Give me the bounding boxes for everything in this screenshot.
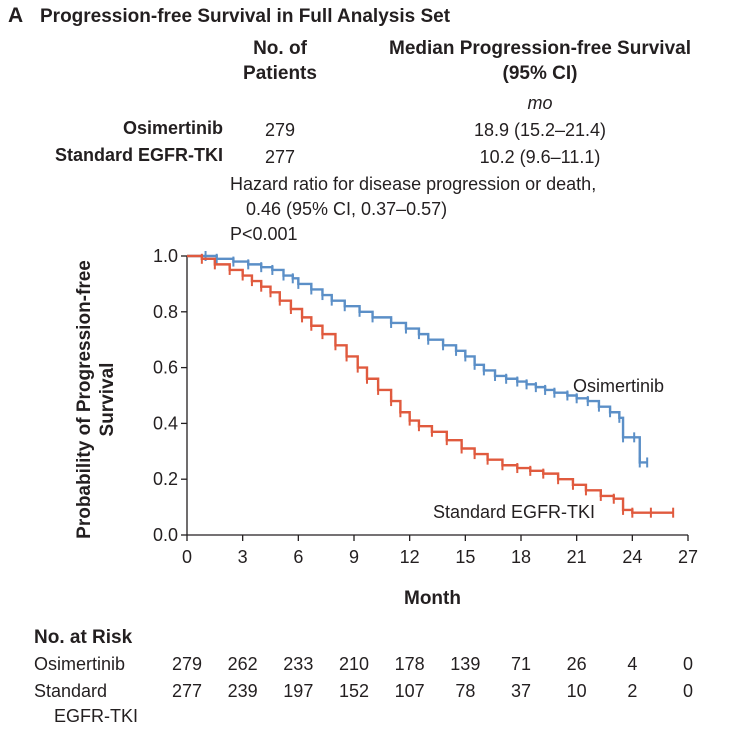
risk-value: 4	[627, 654, 638, 674]
risk-value: 262	[227, 654, 258, 674]
x-axis-label: Month	[404, 588, 461, 609]
y-axis-label: Probability of Progression-free Survival	[74, 260, 118, 539]
x-tick-label: 24	[622, 547, 642, 567]
risk-value: 0	[682, 681, 693, 701]
row-standard-patients: 277	[264, 147, 296, 167]
x-tick-label: 27	[678, 547, 698, 567]
row-osimertinib-name: Osimertinib	[122, 118, 223, 138]
hazard-ratio-line1: Hazard ratio for disease progression or …	[230, 174, 597, 194]
y-tick-label: 0.6	[153, 358, 178, 378]
chart-axes: 0.0 0.2 0.4 0.6 0.8 1.0 0 3 6 9 12 15 18 21 24 27 Month P…	[74, 246, 698, 609]
row-osimertinib-median: 18.9 (15.2–21.4)	[473, 120, 607, 140]
risk-title: No. at Risk	[34, 627, 133, 648]
risk-value: 2	[627, 681, 638, 701]
panel-title: Progression-free Survival in Full Analys…	[40, 6, 451, 27]
risk-value: 26	[566, 654, 587, 674]
x-tick-label: 18	[511, 547, 531, 567]
header-patients-line2: Patients	[243, 63, 317, 84]
risk-row-label: Standard	[34, 681, 108, 701]
risk-row-label: Osimertinib	[34, 654, 126, 674]
series-label-osimertinib: Osimertinib	[573, 376, 664, 396]
row-standard-median: 10.2 (9.6–11.1)	[479, 147, 601, 167]
series-label-standard-egfr-tki: Standard EGFR-TKI	[433, 502, 595, 522]
risk-value: 0	[682, 654, 693, 674]
risk-value: 139	[450, 654, 481, 674]
header-median-line2: (95% CI)	[502, 63, 578, 84]
median-unit: mo	[527, 93, 553, 113]
risk-value: 210	[338, 654, 370, 674]
risk-row-label: EGFR-TKI	[54, 706, 138, 726]
x-tick-label: 12	[400, 547, 420, 567]
x-tick-label: 6	[293, 547, 303, 567]
header-median-line1: Median Progression-free Survival	[389, 38, 691, 59]
risk-value: 10	[566, 681, 587, 701]
chart-series-group	[187, 251, 675, 518]
x-tick-label: 3	[238, 547, 248, 567]
risk-value: 197	[283, 681, 314, 701]
risk-value: 279	[171, 654, 203, 674]
x-tick-label: 21	[567, 547, 587, 567]
header-median: Median Progression-free Survival (95% CI…	[370, 36, 710, 86]
panel-letter: A	[8, 4, 24, 27]
y-tick-label: 0.2	[153, 469, 178, 489]
row-standard-name: Standard EGFR-TKI	[54, 145, 223, 165]
risk-value: 239	[227, 681, 258, 701]
risk-value: 178	[394, 654, 425, 674]
y-tick-label: 1.0	[153, 246, 178, 266]
km-chart: 0.0 0.2 0.4 0.6 0.8 1.0 0 3 6 9 12 15 18 21 24 27 Month P…	[74, 246, 698, 609]
y-tick-label: 0.0	[153, 525, 178, 545]
risk-value: 277	[171, 681, 203, 701]
y-tick-label: 0.8	[153, 302, 178, 322]
hazard-ratio-line2: 0.46 (95% CI, 0.37–0.57)	[246, 199, 448, 219]
x-tick-label: 15	[455, 547, 475, 567]
risk-value: 71	[510, 654, 532, 674]
x-tick-label: 9	[349, 547, 359, 567]
risk-value: 78	[455, 681, 476, 701]
header-patients: No. of Patients	[228, 36, 332, 86]
y-tick-label: 0.4	[153, 413, 178, 433]
row-osimertinib-patients: 279	[264, 120, 296, 140]
x-tick-label: 0	[182, 547, 192, 567]
risk-value: 152	[338, 681, 370, 701]
risk-value: 107	[394, 681, 425, 701]
risk-value: 37	[510, 681, 532, 701]
risk-value: 233	[283, 654, 314, 674]
chart-labels-group: Osimertinib Standard EGFR-TKI	[433, 376, 664, 522]
header-patients-line1: No. of	[253, 38, 307, 59]
osimertinib-curve	[187, 254, 648, 464]
p-value: P<0.001	[230, 224, 298, 244]
